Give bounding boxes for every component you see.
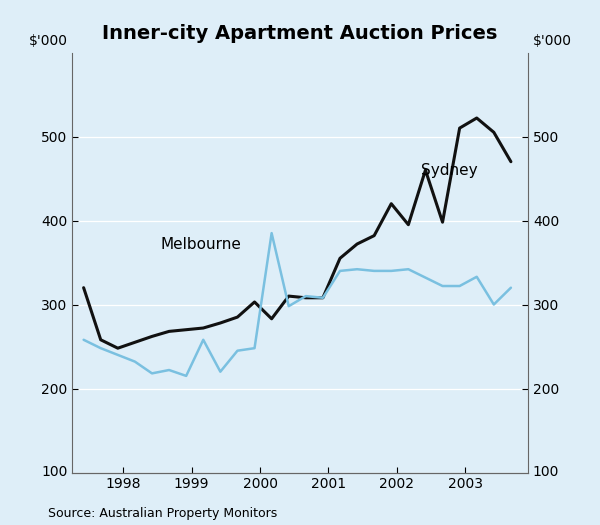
Text: $'000: $'000 (28, 34, 67, 48)
Text: Source: Australian Property Monitors: Source: Australian Property Monitors (48, 507, 277, 520)
Text: Sydney: Sydney (421, 163, 477, 179)
Title: Inner-city Apartment Auction Prices: Inner-city Apartment Auction Prices (103, 24, 497, 43)
Text: 100: 100 (41, 466, 67, 479)
Text: 100: 100 (533, 466, 559, 479)
Text: Melbourne: Melbourne (161, 237, 242, 253)
Text: $'000: $'000 (533, 34, 572, 48)
